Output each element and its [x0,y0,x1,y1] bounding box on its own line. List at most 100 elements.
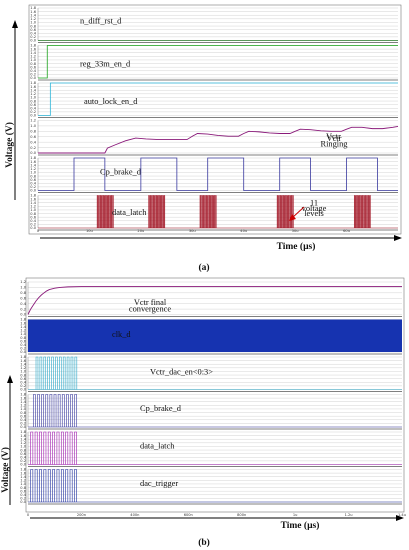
pulse-dac_trigger [69,469,73,502]
x-tick-label: 30u [189,229,196,233]
pulse-data_latch [210,195,212,228]
pulse-data_latch [43,431,47,465]
pulse-dac_trigger [74,469,77,502]
x-tick-label: 400n [130,513,139,517]
y-tick-label: 1.8 [30,6,36,10]
panel-b-x-arrowhead [396,515,404,521]
y-tick-label: 1.4 [30,13,36,17]
annotation-text: levels [304,209,324,218]
pulse-data_latch [148,195,150,228]
pulse-data_latch [279,195,282,228]
y-tick-label: 1.0 [30,208,36,212]
pulse-data_latch [98,195,100,228]
series-label: Cp_brake_d [100,168,142,177]
y-tick-label: 0.0 [30,151,36,155]
series-line-Vctr [27,286,402,315]
pulse-Cp_brake_d [37,394,40,427]
y-tick-label: 0.6 [30,178,36,182]
pulse-data_latch [52,431,56,465]
y-tick-label: 1.0 [30,124,36,128]
y-tick-label: 0.8 [30,212,36,216]
pulse-dac_trigger [60,469,64,502]
annotation-arrowhead [289,214,296,221]
pulse-data_latch [204,195,206,228]
pulse-data_latch [208,195,211,228]
pulse-Vctr_dac_en<0:3> [66,356,70,390]
panel-b-y-label: Voltage (V) [0,447,11,493]
pulse-data_latch [281,195,283,228]
pulse-dac_trigger [52,469,56,502]
pulse-data_latch [101,195,103,228]
annotation-text: convergence [129,305,171,314]
y-tick-label: 0.8 [20,411,26,415]
panel-b-caption: (b) [198,537,210,548]
pulse-data_latch [278,195,280,228]
pulse-data_latch [149,195,152,228]
panel-a-caption: (a) [198,262,209,273]
y-tick-label: 1.2 [20,441,26,445]
x-tick-label: 0 [27,513,30,517]
series-line-reg_33m_en_d [38,45,398,79]
pulse-data_latch [207,195,209,228]
y-tick-label: 0.6 [20,414,26,418]
series-fill-clk_d [28,319,402,352]
pulse-data_latch [74,431,77,465]
y-tick-label: 0.4 [30,69,36,73]
pulse-Cp_brake_d [74,394,77,427]
y-tick-label: 1.4 [30,201,36,205]
y-tick-label: 1.8 [30,44,36,48]
pulse-data_latch [284,195,286,228]
y-tick-label: 0.4 [30,219,36,223]
x-tick-label: 20u [137,229,144,233]
y-tick-label: 1.8 [30,156,36,160]
pulse-Cp_brake_d [66,394,69,427]
y-tick-label: 1.0 [20,407,26,411]
pulse-Cp_brake_d [45,394,49,427]
y-tick-label: 1.2 [20,479,26,483]
pulse-dac_trigger [56,469,60,502]
y-tick-label: 1.4 [20,400,26,404]
y-tick-label: 1.8 [20,468,26,472]
y-tick-label: 0.0 [20,463,26,467]
pulse-data_latch [34,431,38,465]
pulse-data_latch [355,195,357,228]
y-tick-label: 1.2 [20,366,26,370]
series-label: n_diff_rst_d [80,16,122,25]
y-tick-label: 1.8 [20,318,26,322]
pulse-data_latch [201,195,203,228]
y-tick-label: 1.0 [20,332,26,336]
y-tick-label: 0.4 [30,181,36,185]
panel-a-x-arrowhead [394,235,402,241]
pulse-Vctr_dac_en<0:3> [62,356,66,390]
pulse-data_latch [69,431,73,465]
pulse-data_latch [287,195,290,228]
y-tick-label: 1.8 [30,81,36,85]
y-tick-label: 1.4 [30,51,36,55]
pulse-Cp_brake_d [41,394,44,427]
y-tick-label: 0.4 [20,380,26,384]
pulse-data_latch [369,195,371,228]
pulse-data_latch [361,195,364,228]
series-label: dac_trigger [140,479,178,488]
pulse-Vctr_dac_en<0:3> [51,356,54,390]
pulse-data_latch [151,195,153,228]
y-tick-label: 0.6 [30,28,36,32]
pulse-dac_trigger [39,469,42,502]
y-tick-label: 0.6 [20,452,26,456]
x-tick-label: 60u [343,229,350,233]
pulse-data_latch [283,195,285,228]
pulse-data_latch [212,195,214,228]
y-tick-label: 0.4 [20,455,26,459]
panel-a-x-label: Time (µs) [277,241,316,252]
y-tick-label: 1.0 [20,482,26,486]
y-tick-label: 1.0 [30,171,36,175]
y-tick-label: 0.2 [30,73,36,77]
annotation-text: voltage [302,204,327,213]
y-tick-label: 1.6 [20,396,26,400]
y-tick-label: 0.8 [30,62,36,66]
y-tick-label: 0.8 [20,486,26,490]
y-tick-label: 1.4 [30,88,36,92]
pulse-Vctr_dac_en<0:3> [39,356,43,390]
y-tick-label: 1.0 [30,96,36,100]
y-tick-label: 1.0 [20,370,26,374]
